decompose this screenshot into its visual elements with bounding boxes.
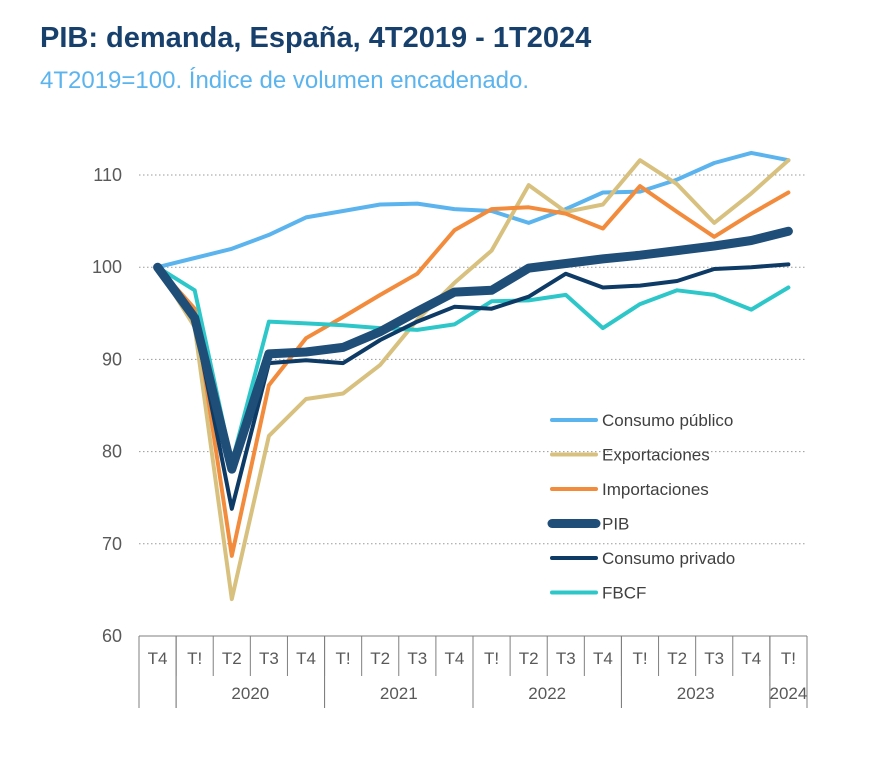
x-tick-label: T2 bbox=[667, 649, 687, 668]
series-line-importaciones bbox=[155, 184, 791, 558]
legend: Consumo público Exportaciones Importacione… bbox=[547, 411, 735, 603]
series-line-pib bbox=[153, 226, 793, 474]
x-tick-label: T! bbox=[336, 649, 351, 668]
x-tick-label: T! bbox=[484, 649, 499, 668]
x-tick-label: T! bbox=[187, 649, 202, 668]
x-tick-label: T3 bbox=[407, 649, 427, 668]
series-line-fbcf bbox=[155, 265, 791, 465]
y-tick-label: 90 bbox=[102, 349, 122, 369]
legend-label: PIB bbox=[602, 515, 629, 534]
legend-label: Exportaciones bbox=[602, 446, 710, 465]
x-tick-label: T! bbox=[632, 649, 647, 668]
y-tick-label: 110 bbox=[93, 165, 122, 185]
x-tick-label: T4 bbox=[593, 649, 613, 668]
year-label: 2020 bbox=[231, 684, 269, 703]
x-tick-label: T2 bbox=[370, 649, 390, 668]
chart-title: PIB: demanda, España, 4T2019 - 1T2024 bbox=[40, 22, 592, 54]
year-label: 2024 bbox=[770, 684, 808, 703]
x-tick-label: T4 bbox=[296, 649, 316, 668]
year-label: 2022 bbox=[528, 684, 566, 703]
x-tick-label: T4 bbox=[148, 649, 168, 668]
legend-label: FBCF bbox=[602, 584, 646, 603]
x-tick-label: T3 bbox=[259, 649, 279, 668]
legend-label: Importaciones bbox=[602, 480, 709, 499]
series-lines bbox=[153, 150, 793, 602]
series-line-consumo-público bbox=[155, 150, 791, 270]
x-axis: 2020 2021 2022 2023 2024 T4 T! T2 T3 T4 T! T2 T3 T4 T!… bbox=[138, 635, 808, 708]
x-tick-label: T! bbox=[781, 649, 796, 668]
grid-lines bbox=[139, 174, 807, 545]
year-label: 2023 bbox=[677, 684, 715, 703]
x-tick-label: T4 bbox=[741, 649, 761, 668]
y-tick-label: 80 bbox=[102, 442, 122, 462]
y-tick-label: 70 bbox=[102, 534, 122, 554]
x-tick-label: T3 bbox=[704, 649, 724, 668]
legend-label: Consumo privado bbox=[602, 549, 735, 568]
legend-label: Consumo público bbox=[602, 411, 733, 430]
series-line-exportaciones bbox=[155, 158, 791, 602]
chart-subtitle: 4T2019=100. Índice de volumen encadenado… bbox=[40, 67, 530, 94]
x-tick-label: T2 bbox=[222, 649, 242, 668]
y-axis-ticks: 60 70 80 90 100 110 bbox=[92, 165, 122, 646]
y-tick-label: 60 bbox=[102, 626, 122, 646]
y-tick-label: 100 bbox=[92, 257, 122, 277]
x-tick-label: T2 bbox=[519, 649, 539, 668]
x-tick-label: T4 bbox=[445, 649, 465, 668]
year-label: 2021 bbox=[380, 684, 418, 703]
x-tick-label: T3 bbox=[556, 649, 576, 668]
